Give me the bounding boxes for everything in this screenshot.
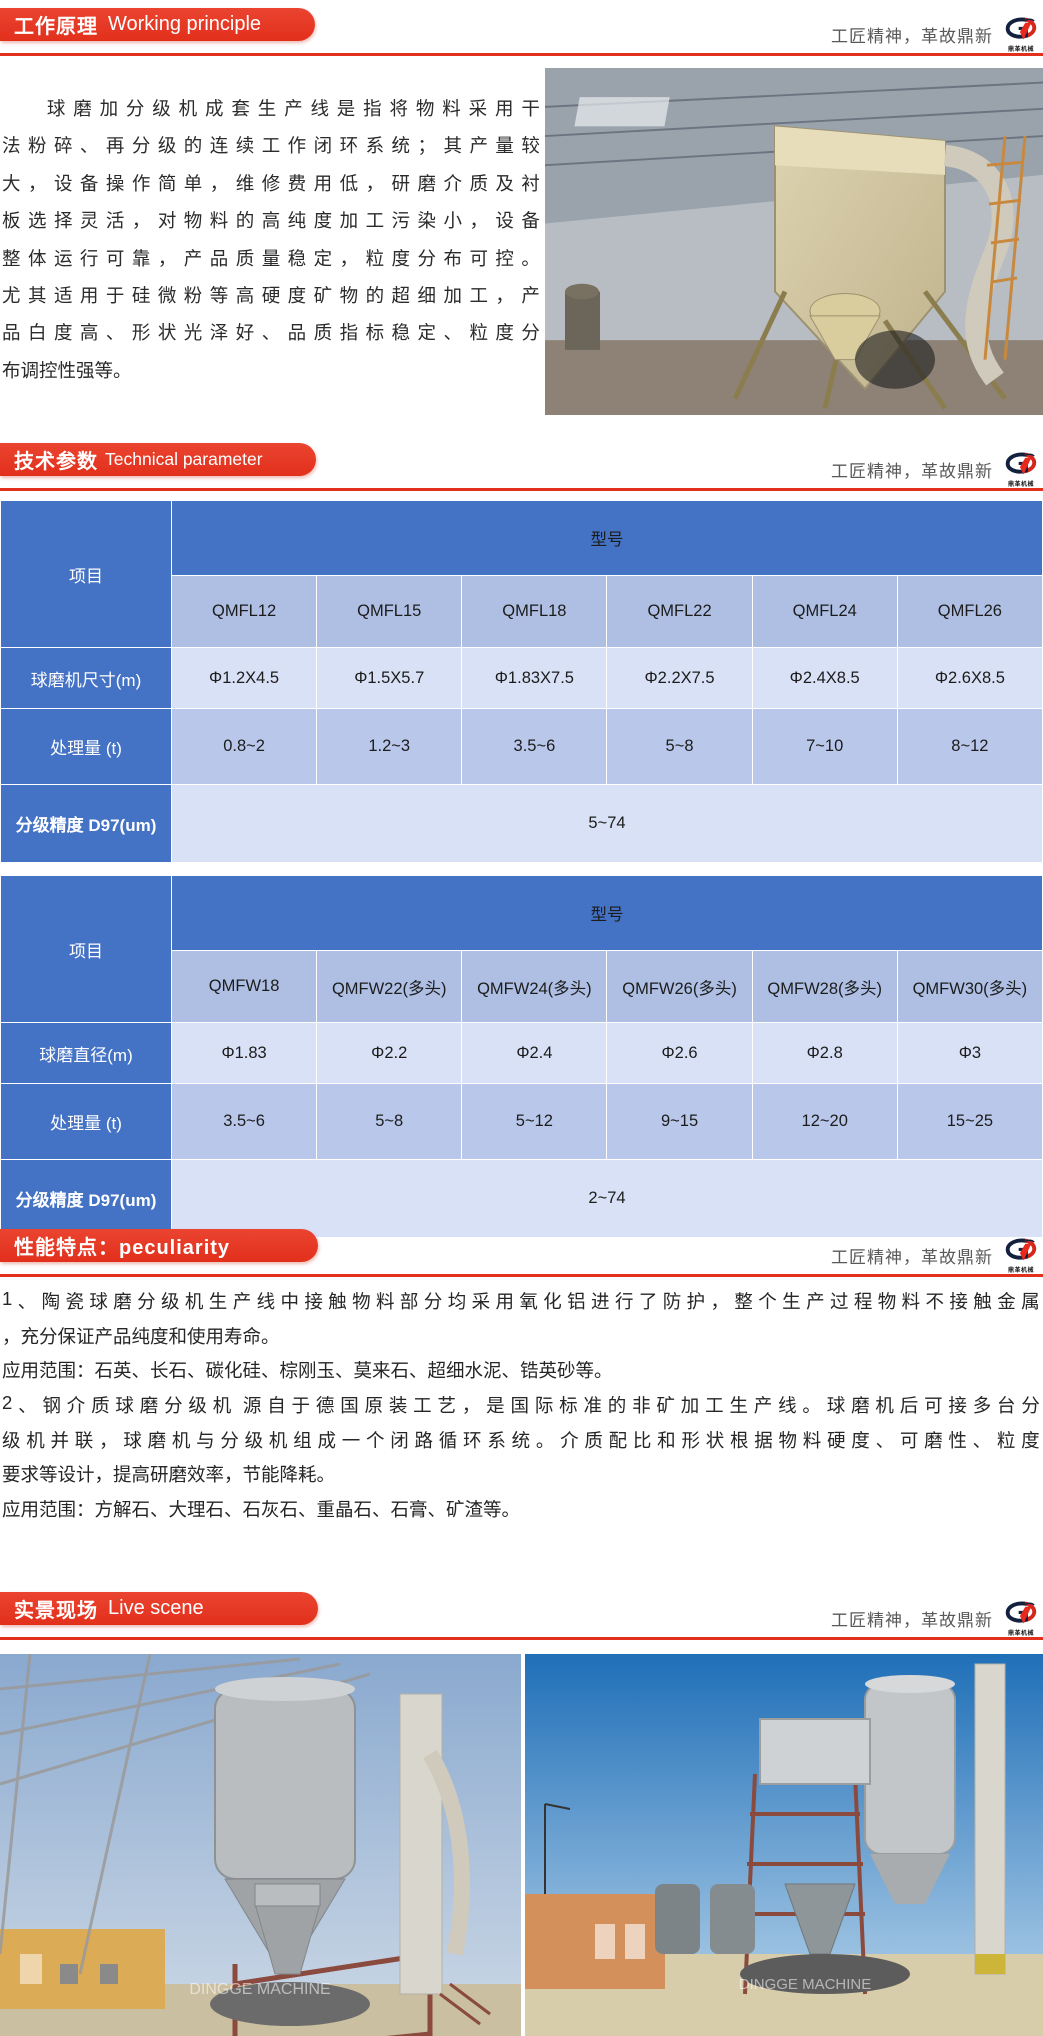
svg-text:DINGGE MACHINE: DINGGE MACHINE bbox=[189, 1981, 330, 1998]
svg-text:DINGGE MACHINE: DINGGE MACHINE bbox=[739, 1976, 872, 1993]
